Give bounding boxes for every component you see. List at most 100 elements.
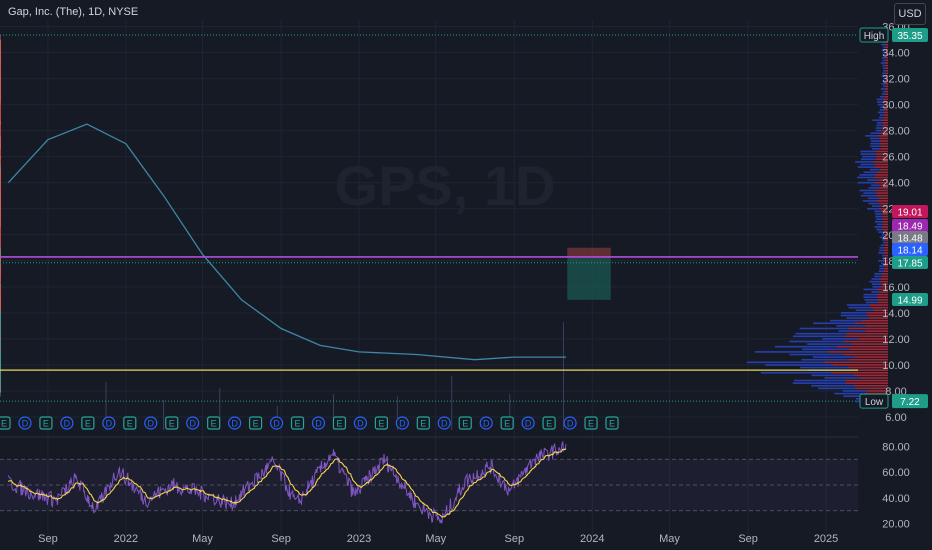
earnings-marker[interactable]: E: [248, 416, 263, 430]
volume-bar-up: [838, 330, 866, 332]
volume-bar-down: [885, 257, 888, 259]
time-tick-label: May: [659, 533, 680, 545]
position-box[interactable]: [567, 247, 611, 300]
high-tag: High 35.35: [859, 27, 928, 43]
price-axis[interactable]: 6.008.0010.0012.0014.0016.0018.0020.0022…: [882, 22, 910, 424]
earnings-marker[interactable]: E: [605, 416, 619, 430]
volume-bar-up: [855, 309, 874, 312]
volume-bar-down: [858, 338, 888, 340]
dividend-badge: [60, 416, 74, 430]
dividend-marker[interactable]: D: [18, 416, 32, 430]
volume-bar-up: [795, 332, 847, 335]
earnings-marker[interactable]: E: [165, 416, 179, 430]
low-tag-value: 7.22: [900, 397, 920, 408]
time-axis[interactable]: Sep 2022 May Sep 2023 May Sep 2024 May Sep 2025: [38, 533, 838, 545]
time-tick-label: Sep: [38, 533, 58, 545]
earnings-marker[interactable]: E: [542, 416, 556, 430]
earnings-marker[interactable]: E: [290, 416, 305, 430]
volume-bar-down: [885, 254, 888, 257]
volume-bar-down: [885, 239, 888, 241]
dividend-marker[interactable]: D: [311, 416, 326, 430]
dividend-marker[interactable]: D: [521, 416, 535, 430]
chart-title: Gap, Inc. (The), 1D, NYSE: [8, 6, 139, 18]
volume-bar-up: [800, 366, 849, 369]
currency-button[interactable]: USD: [894, 3, 926, 25]
volume-bar-down: [883, 122, 888, 124]
earnings-marker[interactable]: E: [207, 416, 221, 430]
earnings-marker[interactable]: E: [81, 416, 95, 430]
volume-bar-down: [881, 210, 888, 213]
event-label: E: [420, 419, 426, 429]
volume-bar-down: [885, 241, 888, 244]
volume-bar-up: [882, 90, 886, 93]
earnings-marker[interactable]: E: [458, 416, 472, 430]
volume-bar-down: [880, 291, 888, 293]
earnings-badge: [416, 416, 430, 430]
volume-bar-up: [869, 168, 880, 171]
volume-bar-up: [872, 286, 881, 288]
price-tick-label: 12.00: [882, 334, 910, 346]
dividend-marker[interactable]: D: [60, 416, 74, 430]
volume-bar-up: [879, 236, 885, 239]
volume-bar-down: [878, 179, 888, 181]
event-label: E: [462, 419, 468, 429]
earnings-marker[interactable]: E: [123, 416, 137, 430]
price-tag: 18.49: [892, 219, 928, 233]
dividend-marker[interactable]: D: [186, 416, 200, 430]
volume-bar-down: [849, 358, 888, 361]
dividend-marker[interactable]: D: [228, 416, 242, 430]
volume-bar-down: [880, 184, 888, 187]
volume-bar-down: [880, 283, 888, 286]
volume-bar-down: [885, 90, 888, 93]
volume-bar-down: [877, 135, 888, 137]
earnings-marker[interactable]: E: [500, 416, 514, 430]
event-label: E: [253, 419, 259, 429]
event-label: D: [441, 419, 448, 429]
volume-bar-up: [879, 116, 884, 119]
volume-bar-up: [754, 351, 829, 353]
dividend-marker[interactable]: D: [269, 416, 284, 430]
volume-bar-down: [884, 62, 888, 64]
volume-bar-up: [863, 296, 877, 299]
earnings-marker[interactable]: E: [332, 416, 347, 430]
volume-bar-down: [884, 246, 888, 249]
volume-bar-up: [789, 353, 844, 356]
dividend-marker[interactable]: D: [563, 416, 577, 430]
earnings-marker[interactable]: E: [374, 416, 388, 430]
dividend-marker[interactable]: D: [102, 416, 116, 430]
volume-bar-up: [860, 150, 876, 153]
grid-lines: [0, 20, 858, 535]
price-tag-value: 18.49: [897, 222, 922, 233]
earnings-marker[interactable]: E: [39, 416, 53, 430]
volume-bar-down: [883, 111, 888, 114]
price-tag: 17.85: [892, 256, 928, 270]
earnings-marker[interactable]: E: [584, 416, 598, 430]
dividend-marker[interactable]: D: [479, 416, 493, 430]
candlesticks[interactable]: [0, 35, 1, 397]
event-label: E: [588, 419, 594, 429]
event-label: D: [273, 419, 280, 429]
horizontal-levels[interactable]: [0, 34, 858, 402]
earnings-marker[interactable]: E: [0, 416, 11, 430]
volume-bar-down: [875, 153, 888, 155]
volume-bar-down: [851, 343, 888, 345]
volume-bar-down: [879, 202, 888, 205]
dividend-marker[interactable]: D: [395, 416, 409, 430]
earnings-marker[interactable]: E: [416, 416, 430, 430]
price-tick-label: 16.00: [882, 282, 910, 294]
candle-body: [0, 303, 1, 306]
earnings-badge: [605, 416, 619, 430]
volume-bar-up: [876, 98, 883, 101]
dividend-badge: [228, 416, 242, 430]
event-label: E: [336, 419, 342, 429]
volume-bar-down: [884, 249, 888, 252]
volume-bar-up: [869, 137, 880, 140]
dividend-marker[interactable]: D: [437, 416, 451, 430]
volume-bar-up: [774, 345, 838, 348]
dividend-marker[interactable]: D: [144, 416, 158, 430]
volume-bar-down: [864, 325, 888, 327]
dividend-marker[interactable]: D: [353, 416, 368, 430]
